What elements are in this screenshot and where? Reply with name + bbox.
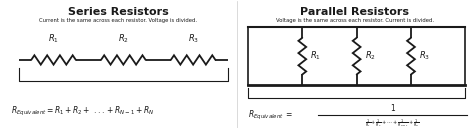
Text: Parallel Resistors: Parallel Resistors bbox=[300, 7, 409, 17]
Text: Current is the same across each resistor. Voltage is divided.: Current is the same across each resistor… bbox=[39, 18, 197, 23]
Text: $R_1$: $R_1$ bbox=[48, 32, 59, 45]
Text: $R_{Equivalent} = R_1 + R_2 + \ ...+ R_{N-1} + R_N$: $R_{Equivalent} = R_1 + R_2 + \ ...+ R_{… bbox=[11, 105, 154, 118]
Text: $R_2$: $R_2$ bbox=[365, 50, 375, 62]
Text: 1: 1 bbox=[390, 103, 395, 113]
Text: $R_2$: $R_2$ bbox=[118, 32, 129, 45]
Text: Voltage is the same across each resistor. Current is divided.: Voltage is the same across each resistor… bbox=[276, 18, 434, 23]
Text: $R_3$: $R_3$ bbox=[419, 50, 430, 62]
Text: Series Resistors: Series Resistors bbox=[68, 7, 169, 17]
Text: $R_1$: $R_1$ bbox=[310, 50, 321, 62]
Text: $R_{Equivalent}\ =\ $: $R_{Equivalent}\ =\ $ bbox=[248, 109, 293, 122]
Text: $\frac{1}{R_1}+\frac{1}{R_2}+\cdots +\frac{1}{R_{N-1}}+\frac{1}{R_N}$: $\frac{1}{R_1}+\frac{1}{R_2}+\cdots +\fr… bbox=[365, 118, 420, 130]
Text: $R_3$: $R_3$ bbox=[188, 32, 199, 45]
